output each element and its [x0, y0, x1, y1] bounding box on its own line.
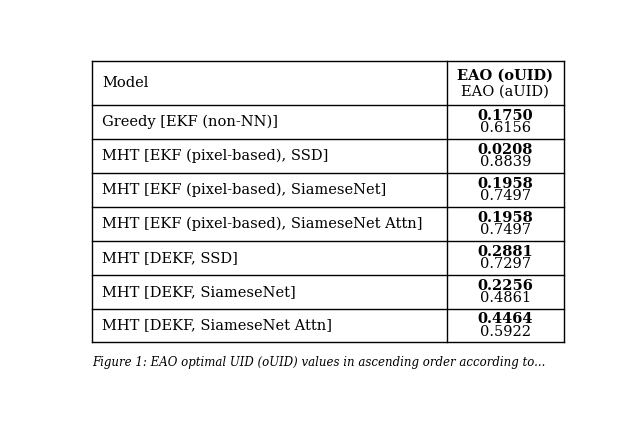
Text: MHT [EKF (pixel-based), SiameseNet]: MHT [EKF (pixel-based), SiameseNet] — [102, 183, 387, 197]
Text: 0.2881: 0.2881 — [477, 245, 533, 259]
Text: 0.6156: 0.6156 — [480, 121, 531, 136]
Text: 0.2256: 0.2256 — [477, 279, 533, 293]
Text: 0.1958: 0.1958 — [477, 177, 533, 191]
Text: 0.0208: 0.0208 — [477, 143, 533, 157]
Text: 0.7297: 0.7297 — [480, 257, 531, 271]
Text: Figure 1: EAO optimal UID (oUID) values in ascending order according to...: Figure 1: EAO optimal UID (oUID) values … — [92, 356, 546, 369]
Text: 0.1750: 0.1750 — [477, 109, 533, 123]
Text: EAO (aUID): EAO (aUID) — [461, 84, 549, 98]
Text: MHT [DEKF, SSD]: MHT [DEKF, SSD] — [102, 251, 238, 265]
Text: 0.1958: 0.1958 — [477, 211, 533, 225]
Text: Greedy [EKF (non-NN)]: Greedy [EKF (non-NN)] — [102, 115, 278, 129]
Text: MHT [DEKF, SiameseNet Attn]: MHT [DEKF, SiameseNet Attn] — [102, 319, 332, 333]
Text: EAO (oUID): EAO (oUID) — [458, 68, 554, 82]
Text: 0.7497: 0.7497 — [480, 223, 531, 237]
Text: Model: Model — [102, 76, 148, 90]
Text: 0.4464: 0.4464 — [477, 312, 533, 326]
Text: MHT [EKF (pixel-based), SSD]: MHT [EKF (pixel-based), SSD] — [102, 149, 329, 163]
Text: 0.4861: 0.4861 — [480, 291, 531, 305]
Text: 0.5922: 0.5922 — [480, 325, 531, 339]
Text: MHT [DEKF, SiameseNet]: MHT [DEKF, SiameseNet] — [102, 285, 296, 299]
Text: 0.7497: 0.7497 — [480, 189, 531, 203]
Text: MHT [EKF (pixel-based), SiameseNet Attn]: MHT [EKF (pixel-based), SiameseNet Attn] — [102, 216, 423, 231]
Text: 0.8839: 0.8839 — [479, 155, 531, 169]
